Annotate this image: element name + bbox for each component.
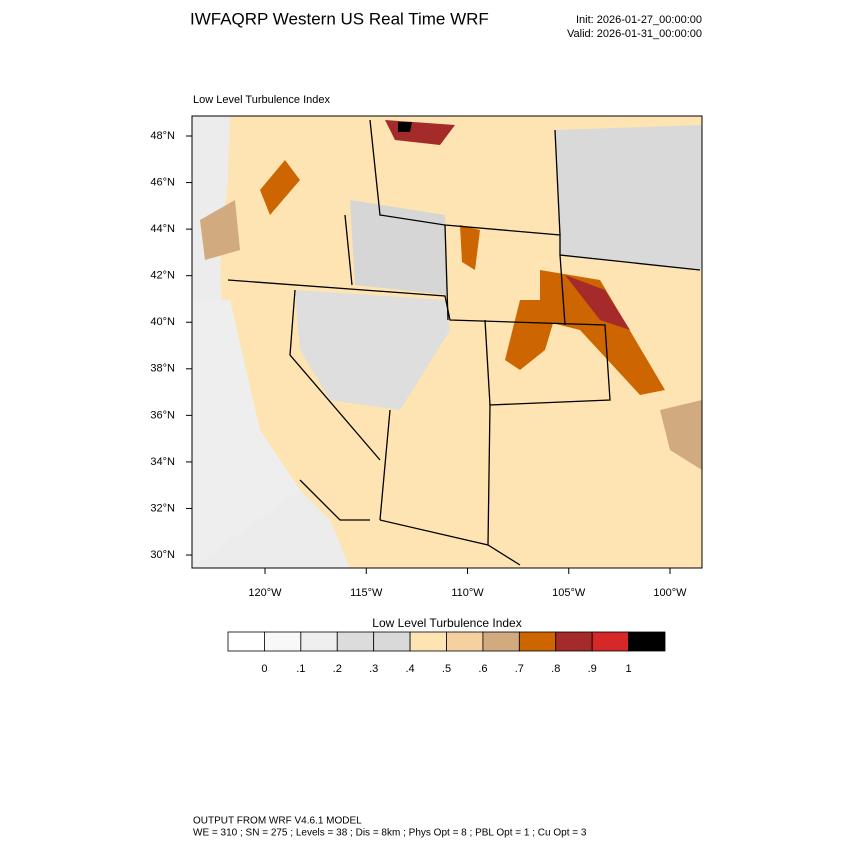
map-field — [192, 116, 702, 568]
footer-line: OUTPUT FROM WRF V4.6.1 MODEL — [193, 816, 362, 827]
colorbar-tick-label: .4 — [405, 663, 414, 675]
colorbar-tick-label: .7 — [515, 663, 524, 675]
lat-tick-label: 40°N — [150, 316, 175, 328]
title: IWFAQRP Western US Real Time WRF — [190, 9, 489, 28]
lat-tick-label: 38°N — [150, 363, 175, 375]
lat-tick-label: 34°N — [150, 456, 175, 468]
colorbar-box — [264, 631, 302, 652]
lat-tick-label: 42°N — [150, 270, 175, 282]
lat-tick-label: 44°N — [150, 223, 175, 235]
colorbar-tick-label: .3 — [369, 663, 378, 675]
colorbar-box — [518, 631, 557, 652]
lat-tick-label: 46°N — [150, 176, 175, 188]
colorbar-box — [336, 631, 375, 652]
lat-tick-label: 30°N — [150, 549, 175, 561]
colorbar-box — [591, 631, 629, 652]
colorbar-tick-label: 0 — [261, 663, 267, 675]
colorbar-tick-label: .2 — [333, 663, 342, 675]
lat-tick-label: 32°N — [150, 502, 175, 514]
colorbar-box — [409, 631, 447, 652]
colorbar-box — [227, 631, 265, 652]
lon-tick-label: 100°W — [653, 587, 687, 599]
colorbar-tick-label: .5 — [442, 663, 451, 675]
lat-tick-label: 36°N — [150, 409, 175, 421]
lon-tick-label: 105°W — [552, 587, 586, 599]
map-frame — [191, 115, 703, 569]
colorbar-box — [628, 631, 666, 652]
colorbar-box — [482, 631, 520, 652]
lon-tick-label: 110°W — [451, 587, 484, 599]
colorbar-box — [300, 631, 338, 652]
colorbar-tick-label: .1 — [296, 663, 305, 675]
colorbar-box — [446, 631, 484, 652]
footer-line: WE = 310 ; SN = 275 ; Levels = 38 ; Dis … — [193, 828, 587, 839]
valid-time: Valid: 2026-01-31_00:00:00 — [567, 28, 702, 40]
colorbar-tick-label: .6 — [478, 663, 487, 675]
colorbar-tick-label: .8 — [551, 663, 560, 675]
lat-tick-label: 48°N — [150, 130, 175, 142]
lon-tick-label: 115°W — [350, 587, 383, 599]
colorbar-box — [555, 631, 593, 652]
colorbar-box — [373, 631, 411, 652]
map-label: Low Level Turbulence Index — [193, 94, 330, 106]
state-borders — [227, 119, 701, 566]
colorbar-tick-label: 1 — [626, 663, 632, 675]
init-time: Init: 2026-01-27_00:00:00 — [576, 14, 702, 26]
colorbar-tick-label: .9 — [588, 663, 597, 675]
lon-tick-label: 120°W — [248, 587, 282, 599]
colorbar-title: Low Level Turbulence Index — [372, 616, 521, 630]
